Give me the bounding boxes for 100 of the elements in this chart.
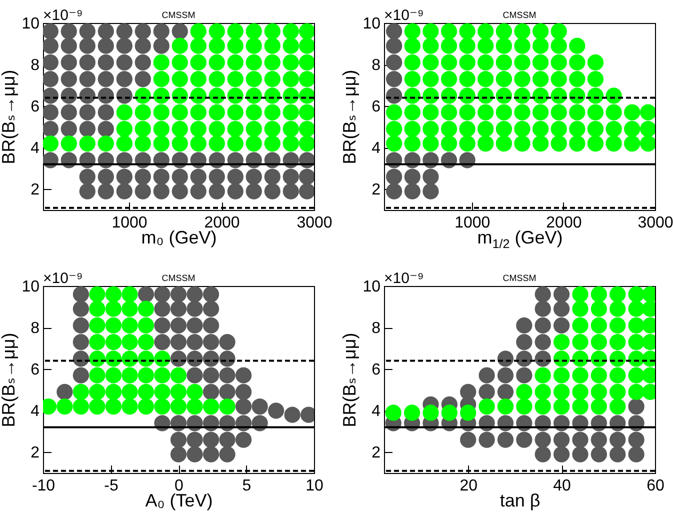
point	[72, 384, 89, 400]
point	[186, 334, 203, 350]
point	[219, 367, 236, 384]
chart-title: CMSSM	[502, 10, 536, 20]
point	[590, 432, 607, 448]
point	[422, 168, 439, 185]
point	[628, 334, 644, 350]
point	[170, 317, 187, 334]
point	[610, 334, 626, 350]
point	[497, 350, 514, 367]
point	[202, 432, 220, 448]
point	[590, 446, 607, 462]
point	[553, 286, 570, 302]
point	[202, 367, 220, 384]
point	[478, 384, 495, 400]
point	[628, 446, 644, 462]
point	[590, 317, 607, 334]
point	[122, 300, 138, 317]
point	[186, 350, 203, 367]
point	[252, 398, 268, 415]
point	[610, 384, 626, 400]
point	[122, 350, 138, 367]
point	[610, 446, 626, 462]
point	[138, 350, 154, 367]
point	[386, 38, 402, 54]
point	[170, 334, 187, 350]
y-axis-title: BR(Bₛ→μμ)	[340, 70, 360, 164]
point	[186, 300, 203, 317]
point	[572, 334, 588, 350]
point	[170, 367, 187, 384]
point	[404, 183, 420, 200]
point	[202, 398, 220, 415]
point	[553, 334, 570, 350]
point	[235, 384, 252, 400]
point	[610, 398, 626, 415]
point	[572, 432, 588, 448]
y-tick-label: 6	[30, 98, 40, 116]
point	[628, 300, 644, 317]
point	[441, 404, 458, 421]
y-tick-label: 6	[372, 98, 381, 116]
point	[186, 286, 203, 302]
point	[628, 432, 644, 448]
point	[186, 367, 203, 384]
point	[235, 398, 252, 415]
point	[497, 367, 514, 384]
point	[460, 432, 476, 448]
y-tick-label: 6	[30, 362, 40, 379]
point	[89, 367, 106, 384]
point	[154, 350, 170, 367]
point	[590, 286, 607, 302]
point	[386, 168, 402, 185]
x-tick-label: 3000	[296, 214, 332, 232]
point	[72, 334, 89, 350]
point	[590, 350, 607, 367]
point	[610, 317, 626, 334]
point	[89, 286, 106, 302]
point	[628, 317, 644, 334]
point	[534, 350, 551, 367]
point	[202, 317, 220, 334]
point	[422, 183, 439, 200]
point	[610, 300, 626, 317]
point	[186, 432, 203, 448]
point	[553, 432, 570, 448]
point	[89, 398, 106, 415]
point	[572, 350, 588, 367]
point	[534, 367, 551, 384]
point	[202, 286, 220, 302]
point	[105, 384, 122, 400]
point	[170, 350, 187, 367]
point	[138, 367, 154, 384]
point	[478, 367, 495, 384]
point	[56, 398, 73, 415]
point	[590, 334, 607, 350]
y-tick-label: 2	[372, 182, 381, 199]
point	[202, 446, 220, 462]
point	[105, 367, 122, 384]
point	[72, 300, 89, 317]
y-axis-title: BR(Bₛ→μμ)	[0, 332, 19, 428]
point	[186, 398, 203, 415]
point	[122, 398, 138, 415]
point	[460, 384, 476, 400]
point	[628, 384, 644, 400]
point	[89, 317, 106, 334]
x-tick-label: 60	[646, 478, 664, 494]
point	[202, 350, 220, 367]
point	[534, 317, 551, 334]
point	[202, 384, 220, 400]
point	[628, 398, 644, 415]
y-tick-label: 4	[372, 403, 381, 420]
point	[170, 286, 187, 302]
x-tick-label: 20	[460, 478, 478, 494]
point	[590, 384, 607, 400]
point	[219, 432, 236, 448]
point	[516, 398, 532, 415]
point	[170, 300, 187, 317]
point	[105, 286, 122, 302]
annotation: ×10⁻⁹	[384, 7, 424, 24]
point	[235, 432, 252, 448]
x-tick-label: 3000	[638, 214, 673, 232]
point	[219, 350, 236, 367]
